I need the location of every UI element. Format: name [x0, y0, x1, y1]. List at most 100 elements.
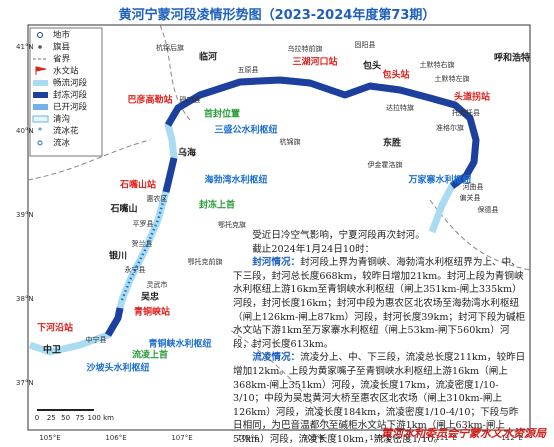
place-label: 银川 [109, 250, 127, 262]
place-label: 固阳县 [355, 40, 376, 49]
place-label: 临河 [199, 51, 217, 63]
place-label: 永宁县 [125, 265, 146, 274]
legend-symbol [37, 140, 43, 146]
info-intro: 受近日冷空气影响，宁夏河段再次封河。 [252, 230, 425, 241]
place-label: 磴口县 [180, 95, 201, 104]
lat-label: 39°N [16, 211, 34, 219]
place-label: 吴忠 [141, 291, 159, 303]
info-box: 受近日冷空气影响，宁夏河段再次封河。 截止2024年1月24日10时： 封河情况… [233, 229, 527, 447]
place-label: 头道拐站 [454, 91, 490, 103]
title: 黄河宁蒙河段凌情形势图（2023-2024年度第73期） [118, 8, 436, 23]
lon-label: 111°E [435, 434, 456, 442]
closure-heading: 封河情况： [252, 257, 301, 269]
lon-label: 112°E [501, 434, 522, 442]
legend-label: 流冰花 [53, 126, 79, 137]
place-label: 杭锦后旗 [156, 43, 184, 52]
lon-label: 108°E [237, 434, 258, 442]
legend-symbol [33, 104, 48, 110]
place-label: 贺兰县 [132, 239, 153, 248]
place-label: 土默特左旗 [435, 74, 470, 83]
legend-label: 流冰 [53, 138, 71, 149]
lat-label: 38°N [16, 295, 34, 303]
legend-symbol [38, 45, 42, 49]
info-closure: 封河情况：封河段上界为青铜峡、海勃湾水利枢纽界为上、中、下三段，封河总长度668… [233, 256, 527, 351]
legend-label: 省界 [53, 54, 71, 65]
footer: 黄河水利委员会宁蒙水文水资源局 [381, 427, 546, 440]
place-label: 海勃湾水利枢纽 [204, 174, 267, 186]
lon-label: 109°E [303, 434, 324, 442]
place-label: 杭锦旗 [280, 137, 301, 146]
legend-symbol [32, 115, 49, 123]
province-border [27, 24, 531, 431]
river-frozen [162, 157, 178, 193]
lon-label: 110°E [369, 434, 390, 442]
legend-symbol: * [38, 127, 43, 137]
ice-text: 流凌分上、中、下三段，流凌总长度211km，较昨日增加12km。上段为黄家嘴子至… [233, 352, 526, 445]
scale-label: km [103, 414, 114, 422]
lat-label: 37°N [16, 379, 34, 387]
legend-label: 已开河段 [53, 102, 88, 113]
place-label: 巴彦高勒站 [127, 94, 172, 106]
legend-label: 水文站 [53, 66, 79, 77]
legend-symbol [37, 32, 43, 38]
place-label: 三盛公水利枢纽 [214, 124, 277, 136]
place-label: 包头 [362, 60, 381, 72]
scale-label: 50 [61, 414, 70, 422]
legend-label: 封冻河段 [53, 90, 88, 101]
place-label: 青铜峡水利枢纽 [148, 338, 211, 350]
place-label: 土默特右旗 [420, 60, 455, 69]
legend-symbol [35, 66, 47, 75]
legend-label: 地市 [53, 30, 71, 41]
legend-label: 旗县 [53, 42, 71, 53]
place-label: 石嘴山站 [119, 179, 156, 191]
place-label: 万家寨水利枢纽 [407, 174, 471, 186]
place-label: 青铜峡站 [134, 306, 170, 318]
place-label: 乌海 [178, 147, 196, 159]
place-label: 包头站 [381, 69, 409, 81]
place-label: 呼和浩特 [494, 52, 530, 64]
place-label: 流凌上首 [132, 349, 168, 361]
legend-label: 畅流河段 [53, 78, 88, 89]
place-label: 封冻上首 [199, 199, 235, 211]
place-label: 保德县 [478, 205, 499, 214]
place-label: 中宁县 [86, 335, 107, 344]
place-label: 鄂托克旗 [218, 220, 246, 229]
legend-label: 清沟 [53, 114, 70, 125]
place-label: 沙坡头水利枢纽 [86, 362, 149, 374]
scale-label: 75 [75, 414, 84, 422]
place-label: 平罗县 [133, 220, 154, 228]
lon-label: 107°E [171, 434, 192, 442]
ice-flow [120, 194, 167, 301]
ice-heading: 流凌情况： [252, 352, 301, 364]
place-label: 乌拉特前旗 [288, 44, 323, 53]
place-label: 惠农区 [147, 194, 168, 203]
place-label: 首封位置 [204, 108, 240, 120]
legend-symbol [33, 92, 48, 98]
place-label: 东胜 [383, 137, 401, 149]
place-label: 下河沿站 [37, 322, 73, 334]
lat-label: 41°N [16, 43, 34, 51]
place-label: 达拉特旗 [386, 103, 414, 112]
place-label: 石嘴山 [109, 203, 137, 215]
river-frozen [104, 307, 124, 337]
place-label: 五原县 [238, 66, 259, 74]
place-label: 河曲县 [463, 182, 484, 191]
place-label: 伊金霍洛旗 [368, 160, 403, 169]
place-label: 托克托县 [452, 108, 480, 117]
river-frozen [164, 76, 480, 189]
lon-label: 105°E [39, 434, 60, 442]
place-label: 偏关县 [460, 193, 481, 202]
lon-label: 106°E [105, 434, 126, 442]
map-frame [27, 24, 531, 431]
place-label: 三湖河口站 [292, 56, 337, 68]
lat-label: 40°N [16, 127, 34, 135]
info-ice: 流凌情况：流凌分上、中、下三段，流凌总长度211km，较昨日增加12km。上段为… [233, 351, 527, 446]
place-label: 灵武市 [147, 280, 168, 289]
legend-symbol [33, 80, 48, 86]
scale-label: 0 [35, 414, 39, 422]
river [28, 76, 480, 356]
place-label: 鄂托克前旗 [188, 257, 223, 266]
place-label: 准格尔旗 [436, 123, 464, 132]
